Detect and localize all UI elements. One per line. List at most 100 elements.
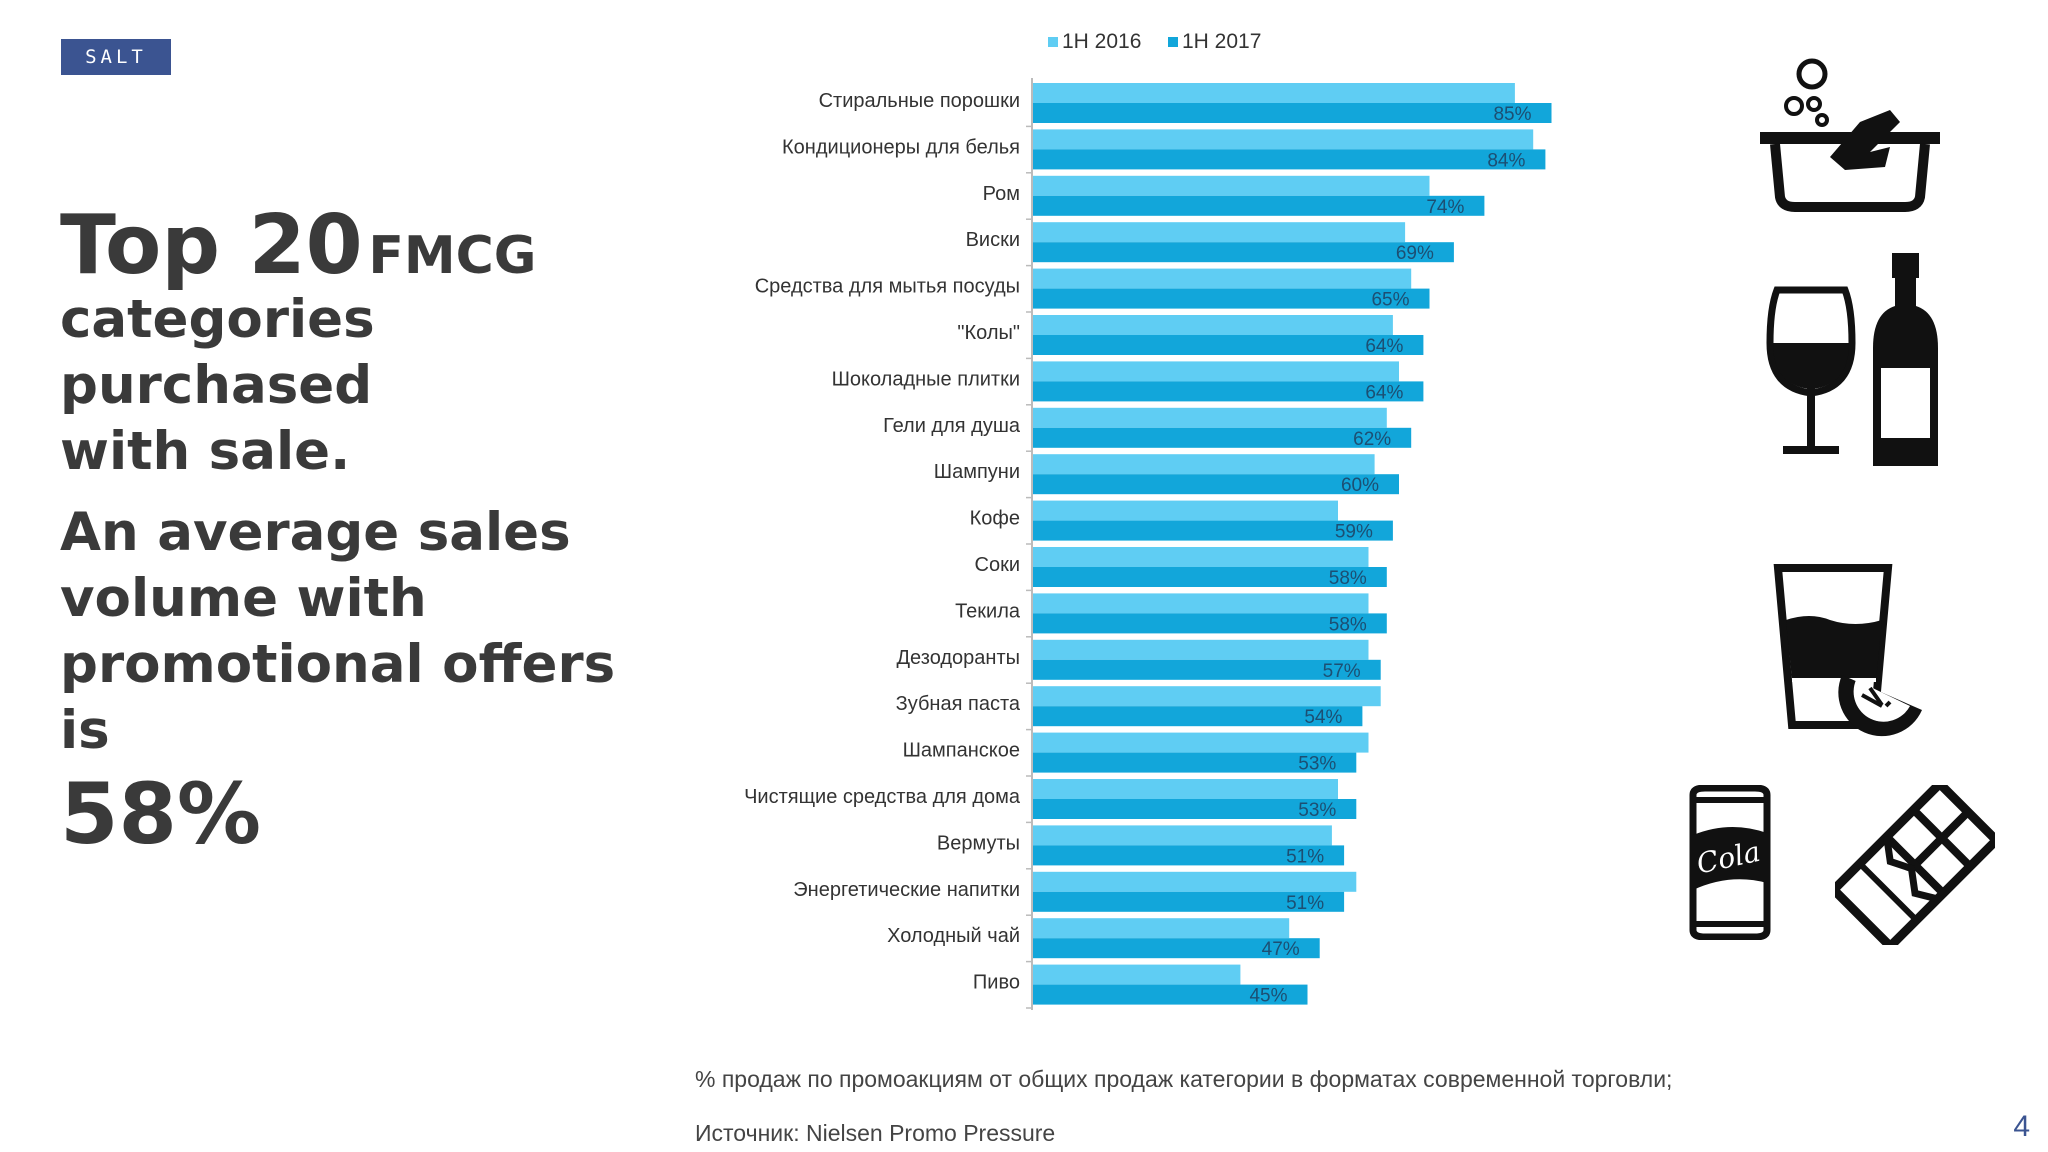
bar-2016 bbox=[1033, 779, 1338, 799]
bar-2017 bbox=[1033, 706, 1363, 727]
bar-2017 bbox=[1033, 381, 1424, 402]
wine-bottle-glass-icon bbox=[1766, 253, 1938, 466]
bar-2017 bbox=[1033, 103, 1552, 123]
category-label: Чистящие средства для дома bbox=[744, 786, 1021, 808]
bar-2016 bbox=[1033, 825, 1332, 846]
bar-2016 bbox=[1033, 639, 1369, 660]
bar-2017 bbox=[1033, 335, 1424, 355]
category-label: Шампанское bbox=[903, 740, 1020, 762]
bar-2016 bbox=[1033, 454, 1375, 475]
value-label: 58% bbox=[1329, 568, 1367, 589]
value-label: 53% bbox=[1298, 754, 1336, 775]
category-label: Шампуни bbox=[934, 461, 1020, 483]
bar-2016 bbox=[1033, 175, 1430, 196]
category-label: Дезодоранты bbox=[897, 647, 1020, 669]
category-label: Холодный чай bbox=[887, 925, 1020, 947]
bar-2017 bbox=[1033, 288, 1430, 309]
bar-2017 bbox=[1033, 984, 1308, 1005]
category-label: Соки bbox=[975, 554, 1021, 576]
category-label: Стиральные порошки bbox=[819, 90, 1020, 112]
value-label: 85% bbox=[1493, 104, 1531, 125]
bar-2016 bbox=[1033, 500, 1338, 521]
category-label: Ром bbox=[983, 183, 1020, 205]
bar-2017 bbox=[1033, 938, 1320, 959]
value-label: 64% bbox=[1365, 382, 1403, 403]
bar-2017 bbox=[1033, 427, 1412, 448]
category-label: Пиво bbox=[973, 972, 1020, 994]
bar-2017 bbox=[1033, 242, 1454, 263]
bar-2017 bbox=[1033, 799, 1357, 819]
bar-2016 bbox=[1033, 918, 1290, 939]
average-value: 58% bbox=[60, 765, 262, 863]
bar-2017 bbox=[1033, 613, 1387, 634]
value-label: 69% bbox=[1396, 243, 1434, 264]
bar-2017 bbox=[1033, 752, 1357, 773]
value-label: 53% bbox=[1298, 800, 1336, 821]
page-number: 4 bbox=[2013, 1110, 2030, 1143]
bar-2017 bbox=[1033, 845, 1345, 866]
value-label: 51% bbox=[1286, 893, 1324, 914]
value-label: 59% bbox=[1335, 522, 1373, 543]
salt-logo: SALT bbox=[61, 39, 171, 75]
chocolate-bar-icon bbox=[1835, 785, 1995, 945]
category-label: Кондиционеры для белья bbox=[782, 136, 1020, 158]
category-label: Средства для мытья посуды bbox=[755, 276, 1020, 298]
sub-line1: An average sales bbox=[60, 502, 571, 563]
bar-2016 bbox=[1033, 361, 1399, 382]
bar-2016 bbox=[1033, 268, 1412, 289]
laundry-basin-icon bbox=[1760, 58, 1940, 212]
bar-2016 bbox=[1033, 222, 1406, 243]
value-label: 47% bbox=[1262, 939, 1300, 960]
bar-2016 bbox=[1033, 83, 1515, 103]
promo-sales-bar-chart: 1H 2016 1H 2017 Стиральные порошки 85% Конди… bbox=[744, 30, 1552, 1010]
bar-2016 bbox=[1033, 732, 1369, 753]
legend-label-1: 1H 2017 bbox=[1182, 30, 1261, 53]
category-label: Зубная паста bbox=[896, 693, 1021, 715]
value-label: 84% bbox=[1487, 150, 1525, 171]
bar-2016 bbox=[1033, 315, 1393, 335]
bar-2017 bbox=[1033, 520, 1393, 541]
legend-label-0: 1H 2016 bbox=[1062, 30, 1141, 53]
category-label: Текила bbox=[955, 600, 1021, 622]
headline-line3: with sale. bbox=[60, 421, 351, 482]
bar-2016 bbox=[1033, 593, 1369, 614]
bar-2016 bbox=[1033, 686, 1381, 707]
legend-swatch-0 bbox=[1048, 37, 1058, 47]
category-label: Шоколадные плитки bbox=[832, 368, 1020, 390]
value-label: 64% bbox=[1365, 336, 1403, 357]
value-label: 57% bbox=[1323, 661, 1361, 682]
value-label: 51% bbox=[1286, 846, 1324, 867]
category-label: Вермуты bbox=[937, 832, 1020, 854]
bar-2016 bbox=[1033, 871, 1357, 892]
chart-note: % продаж по промоакциям от общих продаж … bbox=[695, 1066, 1673, 1092]
cola-can-icon: Cola bbox=[1689, 785, 1771, 940]
value-label: 74% bbox=[1426, 197, 1464, 218]
category-label: Энергетические напитки bbox=[793, 879, 1020, 901]
category-label: Гели для душа bbox=[883, 415, 1021, 437]
value-label: 58% bbox=[1329, 614, 1367, 635]
value-label: 54% bbox=[1304, 707, 1342, 728]
chart-source: Источник: Nielsen Promo Pressure bbox=[695, 1120, 1056, 1146]
headline-fmcg: FMCG bbox=[368, 226, 537, 286]
legend-swatch-1 bbox=[1168, 37, 1178, 47]
headline-line2: categories purchased bbox=[60, 289, 375, 416]
bar-2017 bbox=[1033, 567, 1387, 587]
bar-2017 bbox=[1033, 195, 1485, 216]
bar-2016 bbox=[1033, 407, 1387, 428]
bar-2017 bbox=[1033, 891, 1345, 912]
bar-2017 bbox=[1033, 659, 1381, 680]
headline-top: Top 20 bbox=[60, 198, 363, 293]
category-label: Кофе bbox=[970, 508, 1020, 530]
value-label: 45% bbox=[1249, 986, 1287, 1007]
sub-line3: promotional offers is bbox=[60, 634, 616, 761]
headline: Top 20 FMCG categories purchased with sa… bbox=[60, 205, 680, 485]
value-label: 60% bbox=[1341, 475, 1379, 496]
bar-2016 bbox=[1033, 547, 1369, 567]
category-label: "Колы" bbox=[957, 322, 1020, 344]
category-label: Виски bbox=[966, 229, 1020, 251]
juice-glass-icon bbox=[1773, 564, 1922, 737]
bar-2017 bbox=[1033, 149, 1546, 170]
average-sales-text: An average sales volume with promotional… bbox=[60, 500, 680, 864]
bar-2016 bbox=[1033, 129, 1534, 150]
value-label: 65% bbox=[1371, 290, 1409, 311]
